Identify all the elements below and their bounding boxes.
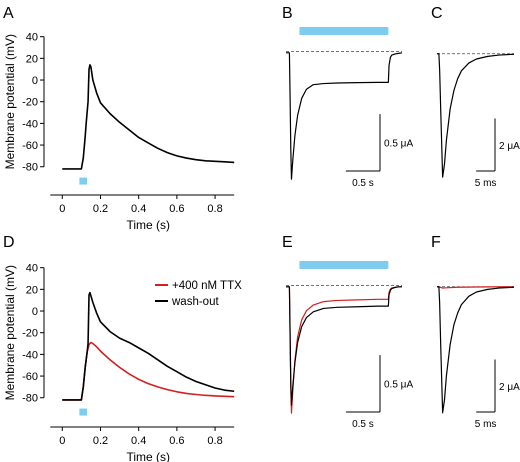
series-line-1 xyxy=(286,286,402,406)
panel-letter-d: D xyxy=(3,234,15,251)
scale-bar-current-label: 2 μA xyxy=(499,141,520,152)
x-tick-label: 0.4 xyxy=(131,203,146,215)
panel-letter-b: B xyxy=(282,5,293,22)
y-tick-label: -20 xyxy=(22,97,38,109)
panel-b: 0.5 s 0.5 μA xyxy=(286,27,413,189)
scale-bar: 0.5 s 0.5 μA xyxy=(345,114,413,189)
x-axis-title: Time (s) xyxy=(126,450,170,462)
x-tick-label: 0.2 xyxy=(93,203,108,215)
legend: +400 nM TTX wash-out xyxy=(155,280,242,308)
y-tick-label: -40 xyxy=(22,349,38,361)
y-tick-label: 40 xyxy=(26,32,38,44)
panel-letter-e: E xyxy=(282,234,293,251)
series-line-0 xyxy=(286,52,403,180)
scale-bar-time-label: 0.5 s xyxy=(352,178,374,189)
x-tick-label: 0.8 xyxy=(207,203,222,215)
panel-letter-a: A xyxy=(3,5,14,22)
scale-bar-time-label: 0.5 s xyxy=(352,419,374,430)
panel-e: 0.5 s 0.5 μA xyxy=(286,261,413,430)
series-line-0 xyxy=(437,53,515,178)
y-tick-label: 0 xyxy=(32,75,38,87)
scale-bar-current-label: 0.5 μA xyxy=(384,139,413,150)
y-tick-label: -20 xyxy=(22,328,38,340)
y-tick-label: -80 xyxy=(22,393,38,405)
stimulus-bar xyxy=(299,261,389,269)
y-axis-title: Membrane potential (mV) xyxy=(3,34,17,169)
x-tick-label: 0.2 xyxy=(93,435,108,447)
series-line-0 xyxy=(62,341,235,401)
axes: 40 20 0 -20 -40 -60 -80 0 0.2 0.4 0.6 0.8 Time (s) Me… xyxy=(3,32,235,232)
y-tick-label: -80 xyxy=(22,162,38,174)
x-tick-label: 0.8 xyxy=(207,435,222,447)
y-axis-title: Membrane potential (mV) xyxy=(3,265,17,400)
y-tick-label: 20 xyxy=(26,284,38,296)
scale-bar-current-label: 0.5 μA xyxy=(384,380,413,391)
scale-bar: 5 ms 2 μA xyxy=(475,118,520,189)
scale-bar-current-label: 2 μA xyxy=(499,382,520,393)
series-line-0 xyxy=(62,64,235,170)
panel-d: 40 20 0 -20 -40 -60 -80 0 0.2 0.4 0.6 0.8 Time (s) Me… xyxy=(3,263,242,462)
stimulus-bar xyxy=(299,27,389,35)
y-tick-label: -60 xyxy=(22,371,38,383)
stimulus-marker xyxy=(79,177,88,185)
scale-bar-time-label: 5 ms xyxy=(475,178,497,189)
scale-bar: 0.5 s 0.5 μA xyxy=(345,355,413,430)
x-tick-label: 0 xyxy=(59,435,65,447)
axes: 40 20 0 -20 -40 -60 -80 0 0.2 0.4 0.6 0.8 Time (s) Me… xyxy=(3,263,235,462)
scale-bar-time-label: 5 ms xyxy=(475,419,497,430)
x-axis-title: Time (s) xyxy=(126,218,170,232)
y-tick-label: 40 xyxy=(26,263,38,275)
x-tick-label: 0.6 xyxy=(169,203,184,215)
stimulus-marker xyxy=(79,408,88,416)
y-tick-label: -60 xyxy=(22,140,38,152)
x-tick-label: 0.4 xyxy=(131,435,146,447)
x-tick-label: 0.6 xyxy=(169,435,184,447)
series-line-1 xyxy=(62,291,235,401)
panel-letter-c: C xyxy=(431,5,443,22)
y-tick-label: -40 xyxy=(22,118,38,130)
series-line-1 xyxy=(437,286,515,414)
panel-letter-f: F xyxy=(431,234,441,251)
panel-a: 40 20 0 -20 -40 -60 -80 0 0.2 0.4 0.6 0.8 Time (s) Me… xyxy=(3,32,235,232)
y-tick-label: 20 xyxy=(26,53,38,65)
legend-label-0: +400 nM TTX xyxy=(172,280,242,292)
x-tick-label: 0 xyxy=(59,203,65,215)
scale-bar: 5 ms 2 μA xyxy=(475,359,520,430)
panel-f: 5 ms 2 μA xyxy=(437,286,520,430)
panel-c: 5 ms 2 μA xyxy=(437,53,520,189)
legend-label-1: wash-out xyxy=(171,296,219,308)
y-tick-label: 0 xyxy=(32,306,38,318)
